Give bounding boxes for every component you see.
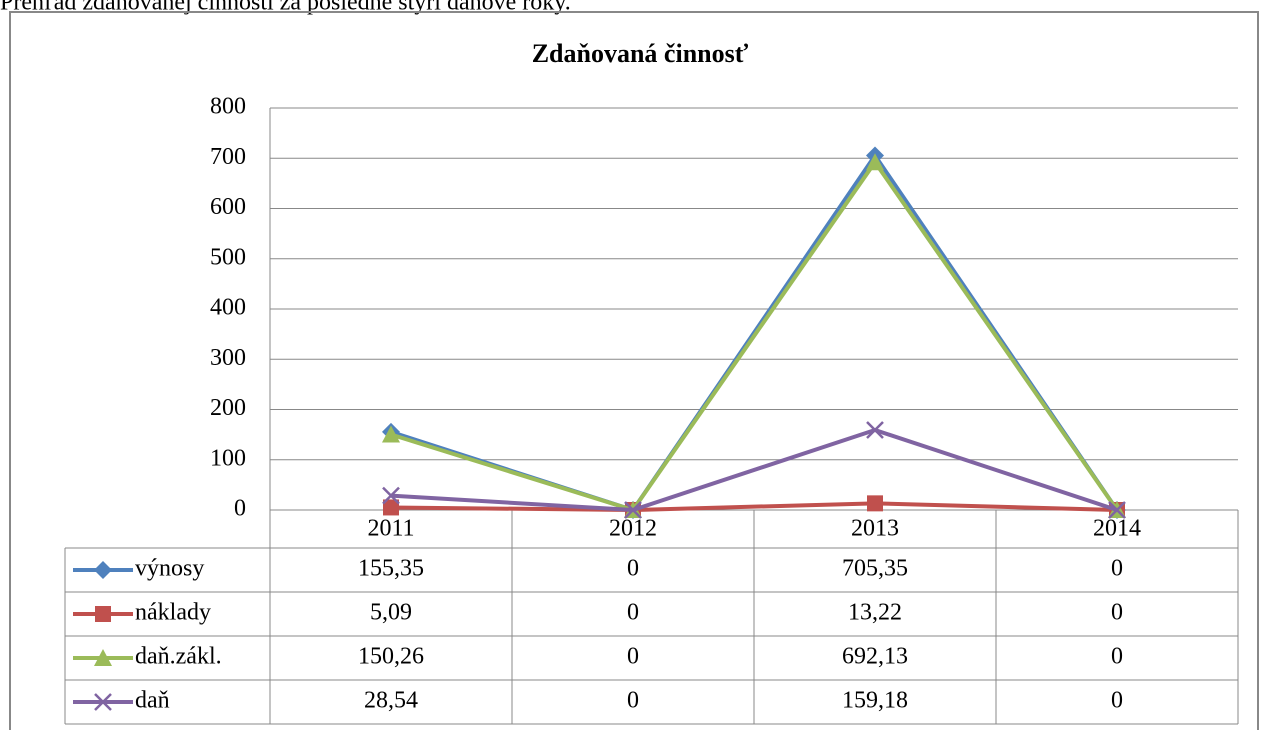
intro-text: Prehľad zdaňovanej činnosti za posledné … (0, 0, 571, 16)
series-line (390, 501, 1118, 512)
legend-label: daň.zákl. (135, 644, 222, 670)
point-marker (624, 501, 642, 519)
legend-label: daň (135, 688, 170, 714)
legend-label: výnosy (135, 556, 204, 582)
y-tick-label: 700 (210, 144, 246, 170)
table-value: 159,18 (842, 688, 908, 714)
point-marker (866, 153, 884, 171)
x-tick-label: 2013 (851, 516, 899, 542)
table-value: 0 (1111, 644, 1123, 670)
point-marker (383, 499, 399, 516)
y-tick-label: 0 (234, 496, 246, 522)
x-tick-label: 2012 (609, 516, 657, 542)
table-value: 0 (627, 600, 639, 626)
legend-marker (94, 561, 112, 579)
table-value: 155,35 (358, 556, 424, 582)
point-marker (382, 425, 400, 443)
table-value: 0 (627, 644, 639, 670)
chart-frame (9, 11, 1259, 730)
legend-marker (94, 649, 112, 666)
point-marker (1108, 501, 1126, 519)
series-line (390, 160, 1119, 512)
point-marker (382, 486, 400, 505)
y-tick-label: 300 (210, 345, 246, 371)
y-tick-label: 600 (210, 194, 246, 220)
legend-marker (95, 606, 111, 622)
series-line (390, 428, 1118, 512)
table-value: 0 (627, 688, 639, 714)
y-tick-label: 200 (210, 395, 246, 421)
x-tick-label: 2011 (367, 516, 414, 542)
table-value: 0 (1111, 556, 1123, 582)
table-value: 150,26 (358, 644, 424, 670)
legend-label: náklady (135, 600, 211, 626)
point-marker (866, 421, 884, 439)
y-tick-label: 800 (210, 94, 246, 120)
y-tick-label: 100 (210, 445, 246, 471)
table-value: 692,13 (842, 644, 908, 670)
table-value: 0 (627, 556, 639, 582)
point-marker (867, 495, 883, 512)
table-value: 5,09 (370, 600, 412, 626)
table-value: 13,22 (848, 600, 902, 626)
x-tick-label: 2014 (1093, 516, 1141, 542)
legend-marker (94, 693, 112, 711)
y-tick-label: 400 (210, 295, 246, 321)
chart-title: Zdaňovaná činnosť (532, 39, 749, 68)
table-value: 705,35 (842, 556, 908, 582)
table-value: 28,54 (364, 688, 418, 714)
table-value: 0 (1111, 688, 1123, 714)
y-tick-label: 500 (210, 244, 246, 270)
table-value: 0 (1111, 600, 1123, 626)
